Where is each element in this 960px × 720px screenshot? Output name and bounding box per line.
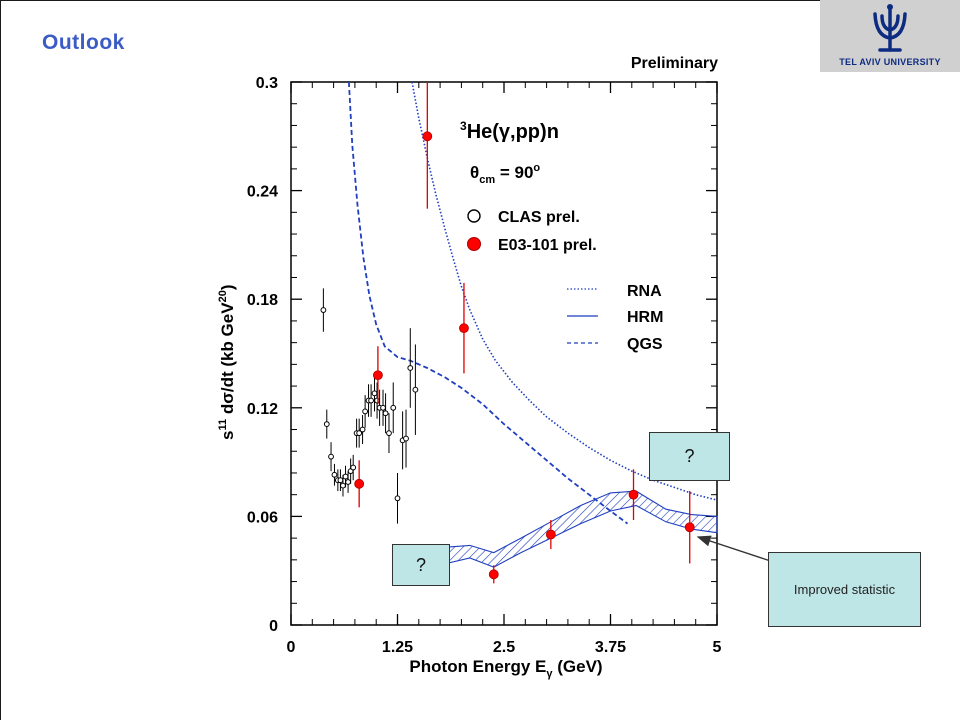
clas-data-point xyxy=(356,430,363,437)
legend-label-qgs: QGS xyxy=(627,336,663,353)
frame-top-line xyxy=(0,0,820,1)
legend-label-rna: RNA xyxy=(627,283,662,300)
question-callout-upper: ? xyxy=(649,432,730,481)
clas-data-point xyxy=(371,390,378,397)
clas-data-point xyxy=(403,435,409,442)
e03-data-point xyxy=(684,522,695,533)
legend: CLAS prel. E03-101 prel. RNA HRM QGS xyxy=(467,209,663,353)
y-tick-label: 0.12 xyxy=(247,401,278,418)
university-logo: TEL AVIV UNIVERSITY xyxy=(820,0,960,72)
legend-open-circle-icon xyxy=(467,209,481,223)
clas-data-point xyxy=(412,386,419,393)
legend-filled-circle-icon xyxy=(467,237,481,251)
improved-statistic-note: Improved statistic xyxy=(768,552,921,627)
logo-text: TEL AVIV UNIVERSITY xyxy=(839,57,941,67)
clas-data-point xyxy=(382,410,389,417)
clas-data-point xyxy=(390,404,397,411)
hrm-band xyxy=(445,490,718,568)
frame-left-line xyxy=(0,0,1,720)
clas-data-point xyxy=(386,430,392,437)
y-tick-label: 0.24 xyxy=(247,184,278,201)
preliminary-label: Preliminary xyxy=(631,55,718,72)
y-axis-label: s11 dσ/dt (kb GeV20) xyxy=(217,285,237,441)
e03-data-point xyxy=(422,131,433,142)
clas-data-point xyxy=(331,471,338,478)
clas-data-point xyxy=(368,397,374,404)
e03-data-point xyxy=(488,569,499,580)
y-tick-label: 0.18 xyxy=(247,292,278,309)
x-tick-label: 5 xyxy=(713,639,722,656)
y-tick-label: 0.06 xyxy=(247,509,278,526)
e03-data-point xyxy=(459,323,469,334)
x-axis-label: Photon Energy Eγ (GeV) xyxy=(409,657,602,680)
x-tick-label: 3.75 xyxy=(595,639,626,656)
e03-data-point xyxy=(628,489,639,500)
e03-data-point xyxy=(373,370,383,381)
legend-label-e03: E03-101 prel. xyxy=(498,237,597,254)
e03-data-point xyxy=(354,478,365,489)
clas-data-point xyxy=(374,397,380,404)
e03-data-point xyxy=(545,529,556,540)
slide-title: Outlook xyxy=(42,31,125,54)
clas-data-point xyxy=(380,404,386,411)
menorah-logo-icon xyxy=(873,4,907,52)
legend-label-hrm: HRM xyxy=(627,309,663,326)
clas-data-point xyxy=(350,464,357,471)
clas-data-point xyxy=(328,453,334,460)
reaction-label: 3He(γ,pp)n xyxy=(460,119,559,143)
qgs-curve xyxy=(348,81,629,525)
clas-data-point xyxy=(342,473,349,480)
clas-data-point xyxy=(320,307,327,313)
x-tick-label: 1.25 xyxy=(382,639,413,656)
clas-data-point xyxy=(359,426,366,433)
x-tick-label: 2.5 xyxy=(493,639,515,656)
legend-label-clas: CLAS prel. xyxy=(498,209,580,226)
question-callout-lower: ? xyxy=(392,544,450,586)
y-tick-label: 0 xyxy=(269,618,278,635)
clas-data-point xyxy=(337,477,344,484)
clas-data-point xyxy=(345,479,351,485)
clas-data-point xyxy=(362,408,369,415)
clas-data-point xyxy=(407,365,414,371)
x-tick-label: 0 xyxy=(287,639,296,656)
clas-data-point xyxy=(340,482,346,489)
clas-data-point xyxy=(394,495,401,502)
y-tick-label: 0.3 xyxy=(256,75,278,92)
theta-label: θcm = 90o xyxy=(470,162,540,186)
clas-data-point xyxy=(323,421,330,427)
